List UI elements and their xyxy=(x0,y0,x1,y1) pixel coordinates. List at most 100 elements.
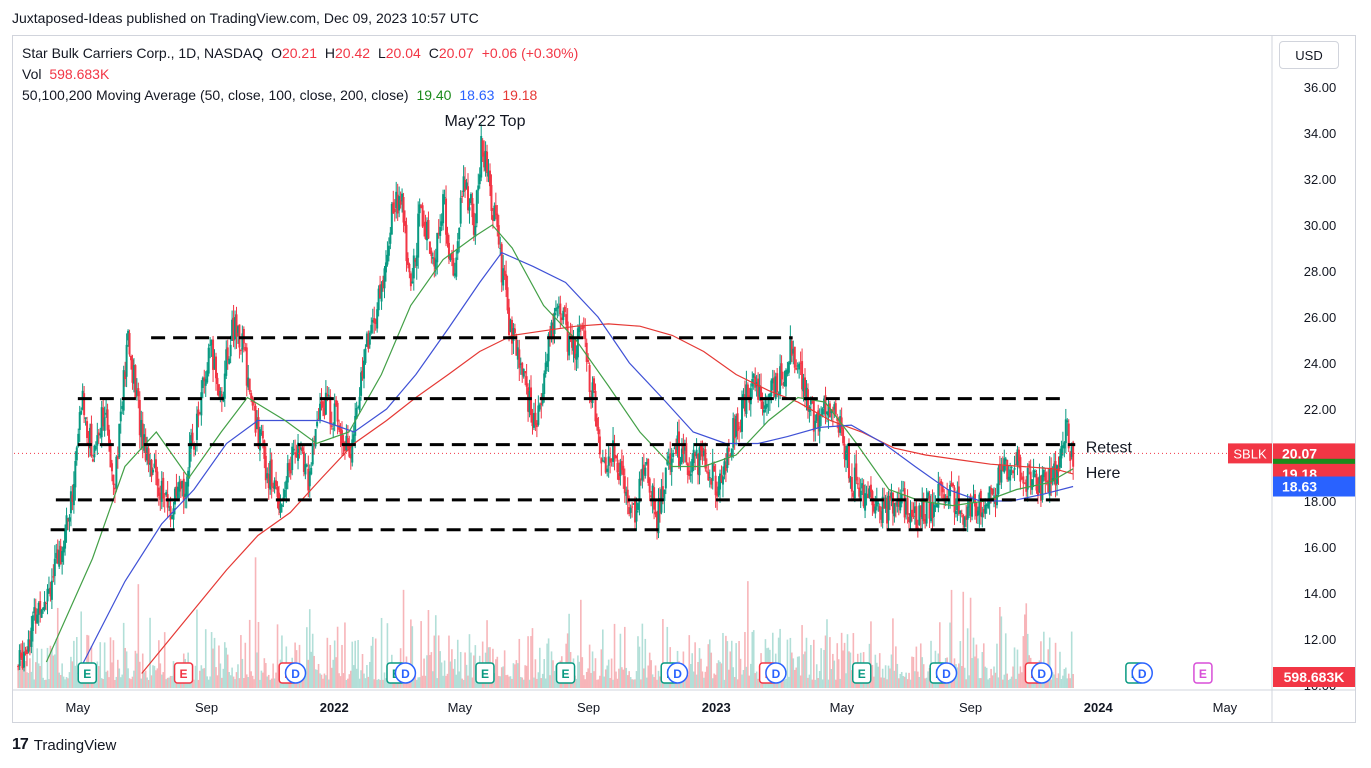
candle-body xyxy=(188,444,191,468)
earnings-icon[interactable]: E xyxy=(173,662,194,684)
candle-body xyxy=(357,407,360,409)
candle-body xyxy=(858,487,861,497)
volume-bar xyxy=(651,674,654,688)
candle-body xyxy=(801,361,804,390)
candle-body xyxy=(75,447,78,461)
volume-bar xyxy=(124,647,126,688)
volume-bar xyxy=(108,677,110,688)
candle-body xyxy=(179,481,182,490)
x-tick-label: May xyxy=(1213,700,1238,715)
candle-body xyxy=(288,462,291,471)
volume-bar xyxy=(1002,679,1004,688)
dividend-icon[interactable]: D xyxy=(765,662,787,684)
dividend-icon[interactable]: D xyxy=(284,662,307,684)
candle-body xyxy=(554,308,557,312)
candle-body xyxy=(326,394,329,397)
candle-body xyxy=(283,489,286,498)
candle-body xyxy=(736,413,739,431)
candle-body xyxy=(638,478,641,503)
candle-body xyxy=(355,408,358,419)
volume-bar xyxy=(791,652,793,688)
candle-body xyxy=(273,480,276,489)
volume-bar xyxy=(701,671,704,688)
candle-body xyxy=(795,367,798,370)
candle-body xyxy=(906,498,909,515)
symbol-name[interactable]: Star Bulk Carriers Corp., 1D, NASDAQ xyxy=(22,45,264,61)
volume-bar xyxy=(728,669,730,688)
candle-body xyxy=(502,268,505,286)
currency-button[interactable]: USD xyxy=(1279,41,1339,69)
volume-bar xyxy=(193,679,195,688)
volume-bar xyxy=(414,673,417,688)
ma-label[interactable]: 50,100,200 Moving Average (50, close, 10… xyxy=(22,87,409,103)
dividend-icon[interactable]: D xyxy=(1131,662,1153,684)
candle-body xyxy=(1039,475,1042,501)
volume-bar xyxy=(899,673,902,688)
earnings-icon[interactable]: E xyxy=(1193,662,1213,684)
candle-body xyxy=(33,607,36,614)
volume-bar xyxy=(900,671,903,688)
volume-bar xyxy=(650,660,652,688)
candle-body xyxy=(20,652,23,658)
volume-bar xyxy=(575,678,578,688)
earnings-icon[interactable]: E xyxy=(851,662,872,684)
volume-label[interactable]: Vol xyxy=(22,66,42,82)
candle-body xyxy=(203,377,206,382)
candle-body xyxy=(434,259,437,270)
volume-bar xyxy=(722,632,724,688)
volume-bar xyxy=(262,672,264,688)
dividend-icon[interactable]: D xyxy=(394,662,417,684)
candle-body xyxy=(723,461,726,475)
volume-bar xyxy=(643,668,645,688)
volume-bar xyxy=(434,615,437,688)
candle-body xyxy=(799,362,802,364)
candle-body xyxy=(855,463,858,481)
candle-body xyxy=(31,615,34,632)
dividend-icon[interactable]: D xyxy=(935,662,958,684)
candle-body xyxy=(534,412,537,426)
earnings-icon[interactable]: E xyxy=(475,662,495,684)
candle-body xyxy=(960,512,963,514)
candle-body xyxy=(689,474,692,476)
candle-body xyxy=(150,459,153,477)
candle-body xyxy=(362,360,365,379)
candle-body xyxy=(676,435,679,450)
candle-body xyxy=(528,390,531,413)
volume-bar xyxy=(374,638,377,688)
volume-bar xyxy=(439,651,441,688)
volume-bar xyxy=(304,675,307,688)
volume-bar xyxy=(319,673,321,688)
volume-bar xyxy=(367,676,370,688)
volume-bar xyxy=(550,651,553,688)
candle-body xyxy=(17,666,20,668)
candle-body xyxy=(488,170,491,187)
volume-bar xyxy=(659,676,661,688)
volume-bar xyxy=(637,636,639,688)
volume-bar xyxy=(204,629,207,688)
volume-bar xyxy=(456,639,459,688)
volume-bar xyxy=(382,679,384,688)
volume-bar xyxy=(848,651,850,688)
earnings-icon[interactable]: E xyxy=(77,662,98,684)
earnings-icon[interactable]: E xyxy=(555,662,576,684)
volume-bar xyxy=(314,669,317,688)
candle-body xyxy=(883,498,886,509)
candle-body xyxy=(735,415,738,437)
volume-bar xyxy=(840,632,843,688)
volume-bar xyxy=(1019,666,1022,688)
volume-bar xyxy=(752,630,755,688)
volume-bar xyxy=(914,671,916,688)
candle-body xyxy=(973,494,976,507)
candle-body xyxy=(846,444,849,455)
volume-bar xyxy=(730,640,733,688)
volume-bar xyxy=(836,643,839,688)
candle-body xyxy=(329,396,332,425)
candle-body xyxy=(106,409,109,431)
candle-body xyxy=(1050,467,1053,484)
candle-body xyxy=(941,485,944,493)
dividend-icon[interactable]: D xyxy=(1031,662,1053,684)
candle-body xyxy=(18,650,21,667)
dividend-icon[interactable]: D xyxy=(666,662,689,684)
candle-body xyxy=(796,365,799,367)
